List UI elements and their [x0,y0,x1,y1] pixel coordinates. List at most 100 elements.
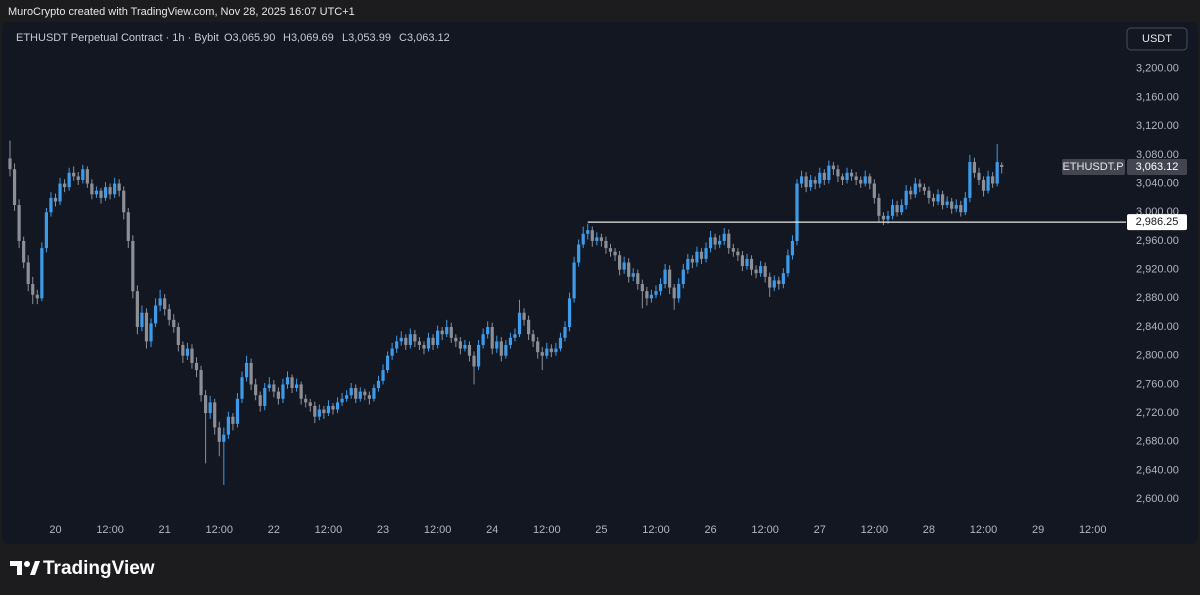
candle-body [813,179,817,184]
candle-body [495,341,499,349]
candle-body [759,266,763,274]
candle-body [422,344,426,349]
candle-body [558,337,563,349]
candle-body [267,384,271,389]
candle-body [163,298,167,310]
candle-body [67,172,71,188]
candle-body [781,273,785,284]
ohlc-value: L3,053.99 [342,32,391,44]
logo-dot [24,561,30,567]
candle-body [135,291,139,328]
candle-body [549,348,553,353]
candle-body [599,237,603,241]
candle-body [385,355,390,371]
candle-body [945,201,949,206]
candle-body [285,377,290,385]
y-tick-label: 2,920.00 [1136,264,1179,276]
x-tick-label: 27 [814,524,826,536]
x-tick-label: 22 [268,524,280,536]
candle-body [940,194,945,206]
candle-body [113,183,117,195]
candle-body [567,298,572,328]
candle-body [167,309,171,320]
level-tag [1127,214,1187,231]
candle-body [26,262,30,284]
candle-body [790,240,795,256]
candle-body [131,240,135,292]
candle-body [731,248,735,252]
candle-body [436,330,440,345]
candle-body [654,291,658,295]
currency-label[interactable]: USDT [1142,33,1172,45]
candle-body [272,384,276,392]
candle-body [531,334,535,342]
candle-body [695,251,699,263]
candle-body [527,319,531,335]
ohlc-value: H3,069.69 [283,32,334,44]
candle-body [522,312,526,320]
candle-body [995,162,999,184]
candle-body [376,380,381,389]
candle-body [349,388,353,396]
candle-body [194,362,199,371]
candle-body [586,230,590,234]
candle-body [226,416,230,435]
currency-button[interactable] [1126,27,1188,51]
candle-body [640,283,644,292]
y-tick-label: 3,160.00 [1136,91,1179,103]
candle-body [445,327,449,335]
candle-body [590,230,594,241]
level-label: 2,986.25 [1136,216,1179,228]
candle-body [76,176,80,180]
candle-body [144,312,149,342]
candle-body [176,327,180,345]
candle-body [413,334,417,342]
candle-body [72,172,76,177]
symbol-tag [1062,158,1125,175]
candle-body [463,344,467,349]
candle-body [313,405,317,417]
candle-body [449,327,453,338]
candle-body [881,215,886,220]
candle-body [517,312,522,335]
candle-body [727,233,731,249]
logo-mark [10,561,22,575]
candle-body [354,388,358,399]
brand-logo: TradingView [10,558,155,579]
candle-body [367,395,371,399]
x-tick-label: 23 [377,524,389,536]
candle-body [263,388,267,406]
candle-body [486,327,490,335]
candle-body [49,197,53,213]
y-tick-label: 2,760.00 [1136,378,1179,390]
candle-body [950,201,954,209]
candle-body [577,244,581,263]
x-tick-label: 28 [923,524,935,536]
candle-body [490,327,494,349]
candle-body [322,409,326,414]
candle-body [399,337,403,342]
candle-body [467,344,472,356]
x-tick-label: 25 [595,524,607,536]
candle-body [604,240,608,249]
candle-body [822,172,826,180]
chart-title: ETHUSDT Perpetual Contract · 1h · Bybit [16,32,219,44]
candle-body [699,251,704,259]
x-tick-label: 12:00 [424,524,452,536]
candle-body [799,176,804,184]
candle-body [718,240,722,245]
candle-body [836,169,840,177]
candle-body [745,258,749,267]
candle-body [331,405,335,410]
candle-body [754,269,758,274]
candle-body [631,273,635,277]
candle-body [181,344,185,356]
candle-body [454,337,458,342]
candle-body [913,183,917,195]
candle-body [581,233,585,245]
x-tick-label: 21 [159,524,171,536]
candle-body [972,162,977,173]
x-tick-label: 24 [486,524,498,536]
candle-body [363,391,367,396]
candle-body [204,395,208,414]
